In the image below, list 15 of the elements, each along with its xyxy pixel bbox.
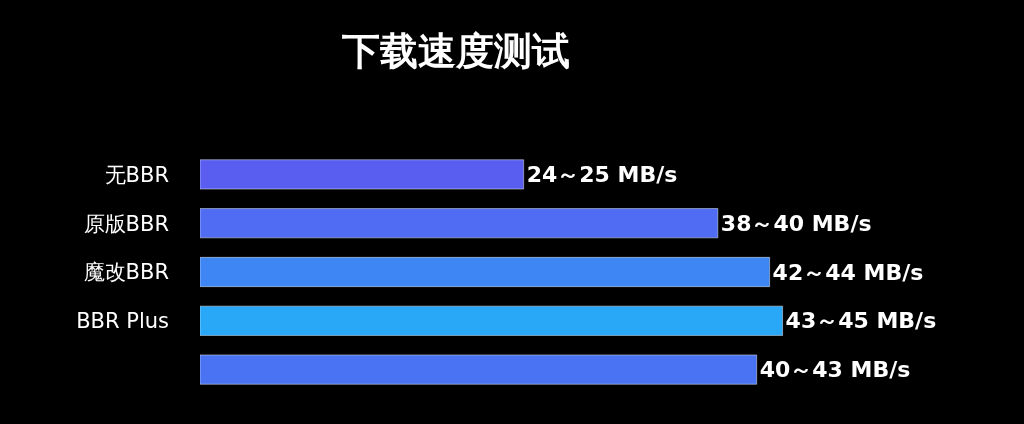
bar [200,159,524,190]
y-tick-label: BBR Plus [76,309,169,334]
y-tick-label: 无BBR [104,162,169,187]
chart-title: 下载速度测试 [341,29,570,74]
data-label: 38～40 MB/s [720,210,872,236]
bar [200,208,719,239]
data-label: 24～25 MB/s [526,161,678,187]
bar [200,354,757,385]
data-label: 42～44 MB/s [772,259,924,285]
data-label: 40～43 MB/s [759,357,911,383]
bar [200,257,770,287]
y-tick-label: 魔改BBR [83,260,169,285]
y-tick-label: 原版BBR [83,211,169,236]
bar [200,305,783,336]
data-label: 43～45 MB/s [785,308,937,334]
